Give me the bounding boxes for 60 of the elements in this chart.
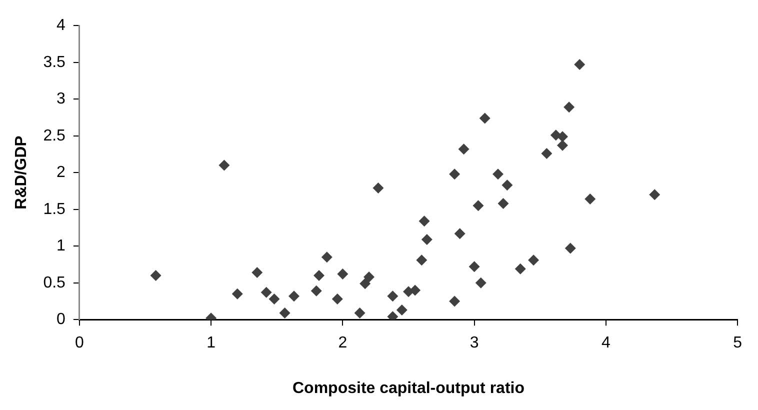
point xyxy=(556,140,568,151)
point xyxy=(321,252,332,263)
point xyxy=(310,285,322,296)
point xyxy=(332,294,343,305)
point xyxy=(514,263,526,274)
y-tick-label: 1.5 xyxy=(43,200,66,218)
point xyxy=(472,200,484,212)
y-tick-label: 2 xyxy=(56,164,66,182)
point xyxy=(279,307,290,318)
point xyxy=(492,168,504,180)
point xyxy=(502,180,513,191)
point xyxy=(421,234,432,245)
y-tick-label: 1 xyxy=(56,238,66,255)
point xyxy=(564,102,575,113)
y-tick-label: 3 xyxy=(56,90,66,108)
point xyxy=(418,216,430,227)
y-tick-label: 2.5 xyxy=(43,127,66,144)
point xyxy=(468,261,480,272)
point xyxy=(387,290,398,302)
point xyxy=(354,307,366,318)
x-tick-label: 2 xyxy=(338,334,348,352)
x-tick-label: 5 xyxy=(733,334,742,352)
point xyxy=(475,277,486,288)
point xyxy=(528,254,540,266)
y-tick-label: 4 xyxy=(56,17,66,34)
point xyxy=(268,294,280,305)
y-axis-title: R&D/GDP xyxy=(13,135,30,210)
x-tick-label: 3 xyxy=(470,334,479,352)
point xyxy=(410,284,421,296)
point xyxy=(649,189,660,200)
point xyxy=(260,286,272,298)
x-tick-label: 1 xyxy=(206,334,216,352)
point xyxy=(313,270,324,281)
point xyxy=(218,160,230,171)
y-tick-label: 0.5 xyxy=(43,274,66,292)
point xyxy=(396,304,408,316)
point xyxy=(584,194,596,205)
point xyxy=(564,242,576,254)
y-tick-label: 0 xyxy=(56,311,66,328)
point xyxy=(498,198,509,209)
y-tick-label: 3.5 xyxy=(43,54,66,71)
x-tick-label: 0 xyxy=(74,334,84,352)
point xyxy=(252,267,263,278)
point xyxy=(360,278,371,290)
point xyxy=(458,144,470,155)
point xyxy=(150,270,162,281)
point xyxy=(454,228,466,240)
point xyxy=(541,148,552,159)
point xyxy=(364,271,375,282)
point xyxy=(449,296,460,307)
point xyxy=(288,290,300,302)
point xyxy=(416,254,428,266)
point xyxy=(574,59,586,70)
x-axis-title: Composite capital-output ratio xyxy=(292,380,525,397)
point xyxy=(337,268,348,280)
point xyxy=(449,168,460,180)
point xyxy=(232,288,243,300)
x-tick-label: 4 xyxy=(601,334,610,352)
point xyxy=(372,182,384,194)
point xyxy=(479,112,490,124)
